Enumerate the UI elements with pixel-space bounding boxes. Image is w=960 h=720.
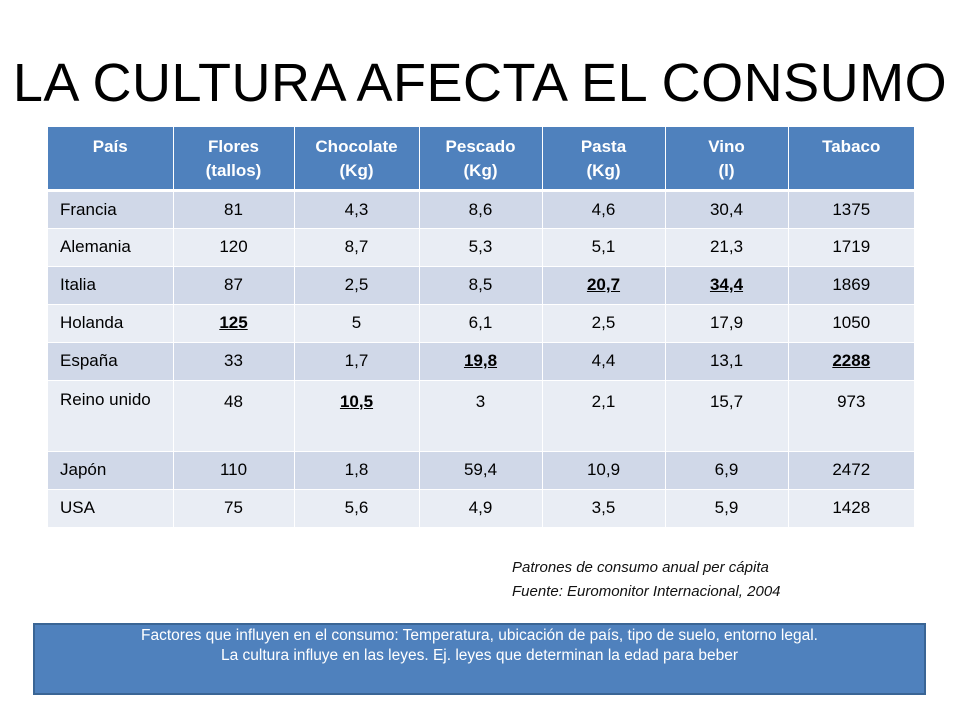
flowers-cell: 87 [172,265,294,304]
highlighted-value: 10,5 [339,391,374,411]
fish-cell: 6,1 [418,303,542,342]
tobacco-cell: 1869 [787,265,914,304]
chocolate-cell: 1,8 [293,450,419,489]
pasta-cell: 2,1 [541,379,665,451]
country-cell: Francia [48,189,173,228]
highlighted-value: 20,7 [586,275,621,294]
fish-cell: 3 [418,379,542,451]
pasta-cell: 3,5 [541,488,665,527]
header-label: Pescado [445,137,516,156]
highlighted-value: 34,4 [709,275,744,294]
chocolate-cell: 1,7 [293,341,419,380]
flowers-cell: 120 [172,227,294,266]
header-label: Vino [708,137,745,156]
tobacco-cell: 973 [787,379,914,451]
slide-title: LA CULTURA AFECTA EL CONSUMO [12,53,948,113]
chocolate-cell: 8,7 [293,227,419,266]
pasta-cell: 2,5 [541,303,665,342]
pasta-cell: 10,9 [541,450,665,489]
country-cell: Japón [48,450,173,489]
banner-line: La cultura influye en las leyes. Ej. ley… [221,647,738,664]
header-country: País [48,127,173,192]
chocolate-cell: 4,3 [293,189,419,228]
wine-cell: 21,3 [664,227,788,266]
fish-cell: 4,9 [418,488,542,527]
fish-cell: 19,8 [418,341,542,380]
caption-line: Patrones de consumo anual per cápita [512,559,769,576]
header-wine: Vino (l) [664,127,788,192]
country-cell: Italia [48,265,173,304]
pasta-cell: 20,7 [541,265,665,304]
chocolate-cell: 5,6 [293,488,419,527]
country-cell: USA [48,488,173,527]
highlighted-value: 19,8 [463,351,498,370]
table-row: Francia 81 4,3 8,6 4,6 30,4 1375 [48,189,914,228]
table-row: Reino unido 48 10,5 3 2,1 15,7 973 [48,379,914,451]
pasta-cell: 4,4 [541,341,665,380]
table-header-row: País Flores (tallos) Chocolate (Kg) Pescad… [48,127,914,192]
flowers-cell: 125 [172,303,294,342]
table-row: Holanda 125 5 6,1 2,5 17,9 1050 [48,303,914,342]
flowers-cell: 48 [172,379,294,451]
header-tobacco: Tabaco [787,127,914,192]
country-cell: Reino unido [48,379,173,451]
header-unit: (Kg) [463,161,498,180]
header-label: Pasta [580,137,627,156]
country-cell: Alemania [48,227,173,266]
fish-cell: 59,4 [418,450,542,489]
wine-cell: 30,4 [664,189,788,228]
highlighted-value: 2288 [832,351,871,370]
flowers-cell: 33 [172,341,294,380]
wine-cell: 34,4 [664,265,788,304]
tobacco-cell: 1719 [787,227,914,266]
flowers-cell: 75 [172,488,294,527]
chocolate-cell: 5 [293,303,419,342]
country-cell: España [48,341,173,380]
highlighted-value: 125 [219,313,248,332]
header-pasta: Pasta (Kg) [541,127,665,192]
header-label: Flores [207,137,260,156]
fish-cell: 5,3 [418,227,542,266]
table-caption: Patrones de consumo anual per cápita Fue… [512,556,781,604]
wine-cell: 5,9 [664,488,788,527]
wine-cell: 13,1 [664,341,788,380]
header-fish: Pescado (Kg) [418,127,542,192]
header-unit: (Kg) [586,161,621,180]
header-chocolate: Chocolate (Kg) [293,127,419,192]
tobacco-cell: 1375 [787,189,914,228]
fish-cell: 8,6 [418,189,542,228]
wine-cell: 6,9 [664,450,788,489]
header-label: País [92,137,128,156]
tobacco-cell: 1050 [787,303,914,342]
factors-banner: Factores que influyen en el consumo: Tem… [33,623,926,695]
table-row: USA 75 5,6 4,9 3,5 5,9 1428 [48,488,914,527]
source-line: Fuente: Euromonitor Internacional, 2004 [512,583,781,600]
fish-cell: 8,5 [418,265,542,304]
pasta-cell: 5,1 [541,227,665,266]
tobacco-cell: 2288 [787,341,914,380]
wine-cell: 15,7 [664,379,788,451]
header-label: Tabaco [822,137,881,156]
tobacco-cell: 2472 [787,450,914,489]
header-unit: (tallos) [205,161,262,180]
flowers-cell: 81 [172,189,294,228]
pasta-cell: 4,6 [541,189,665,228]
header-unit: (Kg) [339,161,374,180]
header-unit: (l) [718,161,735,180]
country-cell: Holanda [48,303,173,342]
header-flowers: Flores (tallos) [172,127,294,192]
table-row: Alemania 120 8,7 5,3 5,1 21,3 1719 [48,227,914,266]
tobacco-cell: 1428 [787,488,914,527]
chocolate-cell: 2,5 [293,265,419,304]
wine-cell: 17,9 [664,303,788,342]
table-row: España 33 1,7 19,8 4,4 13,1 2288 [48,341,914,380]
table-row: Japón 110 1,8 59,4 10,9 6,9 2472 [48,450,914,489]
header-label: Chocolate [315,137,398,156]
banner-line: Factores que influyen en el consumo: Tem… [141,627,818,644]
flowers-cell: 110 [172,450,294,489]
consumption-table: País Flores (tallos) Chocolate (Kg) Pescad… [48,127,914,527]
table-row: Italia 87 2,5 8,5 20,7 34,4 1869 [48,265,914,304]
chocolate-cell: 10,5 [293,379,419,451]
